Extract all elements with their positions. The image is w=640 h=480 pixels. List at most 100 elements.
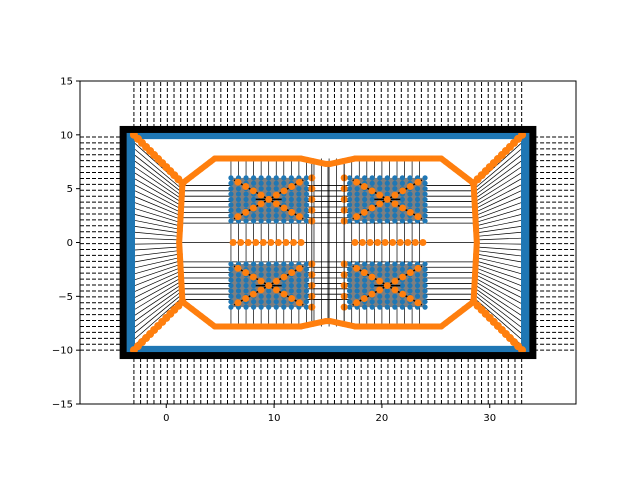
block-blue-marker — [422, 266, 428, 273]
contour-marker — [345, 322, 352, 329]
contour-marker — [178, 280, 185, 287]
block-blue-marker — [251, 175, 257, 181]
block-blue-marker — [422, 293, 428, 299]
block-diagonal-marker — [257, 200, 265, 208]
fan-line-right — [474, 196, 522, 217]
block-blue-marker — [243, 277, 249, 283]
block-blue-marker — [273, 207, 279, 213]
fan-line-left — [134, 263, 182, 280]
fan-line-right — [474, 172, 522, 203]
center-row-marker — [282, 239, 290, 246]
x-tick-label: 20 — [376, 413, 389, 424]
block-diagonal-marker — [288, 183, 296, 191]
contour-marker — [207, 319, 214, 326]
block-blue-marker — [266, 186, 272, 192]
contour-marker — [178, 286, 185, 293]
block-diagonal-marker — [353, 264, 361, 272]
fan-line-left — [134, 280, 182, 310]
contour-marker — [178, 192, 185, 199]
block-blue-marker — [354, 202, 360, 208]
block-blue-marker — [228, 202, 234, 208]
block-blue-marker — [228, 261, 234, 267]
fan-line-left — [134, 178, 182, 206]
fan-line-right — [474, 246, 522, 251]
block-blue-marker — [296, 277, 302, 283]
fan-line-left — [134, 287, 182, 322]
block-blue-marker — [369, 196, 375, 203]
block-blue-marker — [369, 261, 375, 267]
contour-marker — [184, 302, 191, 309]
contour-marker — [242, 155, 249, 162]
center-row-marker — [419, 239, 427, 246]
block-blue-marker — [281, 304, 287, 310]
center-row-marker — [381, 239, 389, 246]
contour-marker — [442, 159, 449, 166]
y-tick-label: 0 — [67, 238, 73, 249]
block-diagonal-marker — [399, 187, 407, 195]
block-blue-marker — [384, 304, 390, 310]
block-blue-marker — [422, 196, 428, 203]
block-blue-marker — [422, 299, 428, 305]
block-blue-marker — [281, 299, 287, 305]
block-blue-marker — [281, 266, 287, 273]
contour-marker — [267, 323, 274, 330]
contour-marker — [351, 155, 358, 162]
fan-line-right — [474, 253, 522, 263]
block-diagonal-marker — [249, 273, 257, 281]
contour-marker — [333, 159, 340, 166]
center-row-marker — [259, 239, 267, 246]
contour-marker — [419, 323, 426, 330]
x-tick-label: 30 — [483, 413, 496, 424]
block-blue-marker — [228, 207, 234, 213]
block-blue-marker — [258, 186, 264, 192]
block-blue-marker — [296, 282, 302, 289]
block-diagonal-marker — [353, 213, 361, 221]
fan-line-right — [474, 226, 522, 234]
fan-line-left — [134, 196, 182, 217]
block-diagonal-marker — [406, 269, 414, 277]
block-blue-marker — [392, 304, 398, 310]
y-tick-label: −5 — [58, 292, 73, 303]
block-blue-marker — [407, 196, 413, 203]
contour-marker — [176, 239, 183, 246]
block-diagonal-marker — [234, 213, 242, 221]
block-diagonal-marker — [257, 191, 265, 199]
block-blue-marker — [384, 191, 390, 197]
block-blue-marker — [384, 299, 390, 305]
block-blue-marker — [296, 186, 302, 192]
block-blue-marker — [354, 207, 360, 213]
block-blue-marker — [288, 218, 294, 224]
block-blue-marker — [354, 277, 360, 283]
block-blue-marker — [228, 191, 234, 197]
block-blue-marker — [303, 261, 310, 267]
contour-marker — [472, 215, 479, 222]
block-blue-marker — [392, 180, 398, 186]
block-blue-marker — [303, 180, 310, 186]
block-blue-marker — [228, 212, 234, 219]
block-blue-marker — [384, 207, 390, 213]
contour-marker — [471, 286, 478, 293]
block-blue-marker — [384, 180, 390, 186]
fan-line-left — [134, 270, 182, 292]
block-diagonal-marker — [368, 273, 376, 281]
block-blue-marker — [407, 218, 413, 224]
block-blue-marker — [377, 212, 383, 219]
fan-line-right — [474, 287, 522, 322]
fan-line-left — [134, 274, 182, 298]
contour-marker — [471, 280, 478, 287]
contour-marker — [473, 245, 480, 252]
block-blue-marker — [384, 293, 390, 299]
block-diagonal-marker — [360, 294, 368, 302]
contour-marker — [178, 275, 185, 282]
contour-marker — [473, 239, 480, 246]
block-blue-marker — [377, 180, 383, 186]
contour-marker — [472, 257, 479, 264]
block-diagonal-marker — [272, 191, 280, 199]
block-blue-marker — [422, 186, 428, 192]
block-blue-marker — [243, 288, 249, 294]
block-blue-marker — [266, 288, 272, 294]
contour-marker — [279, 323, 286, 330]
block-blue-marker — [281, 212, 287, 219]
block-diagonal-marker — [257, 277, 265, 285]
block-blue-marker — [251, 180, 257, 186]
